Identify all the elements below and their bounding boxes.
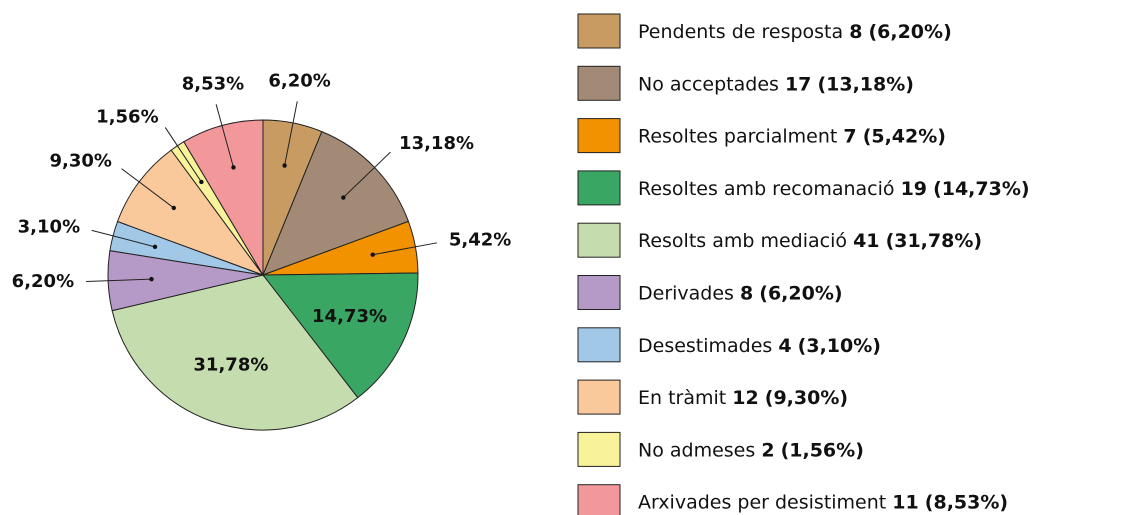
slice-label: 6,20%: [268, 71, 330, 92]
legend-label: Resoltes amb recomanació 19 (14,73%): [638, 177, 1030, 199]
legend-percent: (3,10%): [798, 334, 881, 356]
leader-dot: [341, 195, 346, 200]
slice-label: 6,20%: [12, 271, 74, 292]
leader-dot: [370, 252, 375, 257]
pie-slice: [261, 272, 419, 399]
legend-count: 11: [892, 491, 918, 513]
slice-label: 31,78%: [193, 355, 268, 376]
legend-percent: (31,78%): [886, 230, 983, 252]
legend-swatch: [577, 327, 621, 363]
legend-label: Desestimades 4 (3,10%): [638, 334, 881, 356]
legend-name: No admeses: [638, 439, 755, 461]
leader-dot: [171, 205, 176, 211]
legend-percent: (13,18%): [817, 73, 914, 95]
slice-label: 5,42%: [449, 230, 511, 251]
legend-swatch: [577, 118, 621, 154]
legend-swatch: [577, 170, 621, 206]
legend-name: Resoltes amb recomanació: [638, 177, 895, 199]
legend-name: En tràmit: [638, 387, 726, 409]
legend-percent: (9,30%): [765, 387, 848, 409]
legend-name: Derivades: [638, 282, 734, 304]
legend-percent: (8,53%): [925, 491, 1008, 513]
legend-label: Resolts amb mediació 41 (31,78%): [638, 230, 982, 252]
legend-count: 19: [901, 177, 927, 199]
legend-swatch: [577, 431, 621, 467]
legend-percent: (6,20%): [868, 21, 951, 43]
legend-name: Pendents de resposta: [638, 21, 843, 43]
legend-count: 7: [843, 125, 856, 147]
legend-name: Resolts amb mediació: [638, 230, 847, 252]
leader-dot: [199, 179, 204, 185]
legend-swatch: [577, 484, 621, 515]
slice-label: 9,30%: [49, 150, 111, 171]
leader-dot: [152, 244, 158, 250]
legend-percent: (5,42%): [863, 125, 946, 147]
legend-label: En tràmit 12 (9,30%): [638, 387, 848, 409]
legend-count: 17: [785, 73, 811, 95]
leader-line: [91, 229, 156, 248]
legend-count: 8: [740, 282, 753, 304]
leader-line: [121, 168, 175, 209]
legend-count: 2: [761, 439, 774, 461]
legend-label: No acceptades 17 (13,18%): [638, 73, 914, 95]
leader-line: [215, 104, 234, 168]
legend-label: Arxivades per desistiment 11 (8,53%): [638, 491, 1008, 513]
legend-name: Arxivades per desistiment: [638, 491, 886, 513]
slice-label: 14,73%: [312, 306, 387, 327]
legend-name: Desestimades: [638, 334, 772, 356]
legend-percent: (14,73%): [933, 177, 1030, 199]
slice-label: 8,53%: [182, 74, 244, 95]
leader-dot: [282, 163, 287, 168]
pie-slice: [111, 274, 359, 431]
legend-count: 4: [778, 334, 791, 356]
legend-swatch: [577, 275, 621, 310]
legend-percent: (1,56%): [781, 439, 864, 461]
leader-line: [372, 242, 438, 256]
leader-line: [86, 278, 152, 283]
slice-label: 13,18%: [399, 133, 474, 154]
legend-label: No admeses 2 (1,56%): [638, 439, 864, 461]
legend-name: No acceptades: [638, 73, 779, 95]
legend-count: 41: [853, 230, 879, 252]
slice-label: 3,10%: [18, 216, 80, 237]
legend-count: 12: [732, 387, 758, 409]
legend-label: Derivades 8 (6,20%): [638, 282, 843, 304]
legend-count: 8: [849, 21, 862, 43]
slice-label: 1,56%: [96, 106, 158, 127]
legend-swatch: [577, 65, 621, 101]
legend-swatch: [577, 13, 621, 49]
leader-line: [342, 151, 391, 198]
legend-percent: (6,20%): [759, 282, 842, 304]
leader-line: [164, 127, 202, 183]
legend-swatch: [577, 222, 621, 258]
leader-dot: [149, 276, 154, 282]
leader-dot: [231, 165, 236, 170]
legend-swatch: [577, 379, 621, 415]
leader-line: [284, 101, 298, 166]
legend-name: Resoltes parcialment: [638, 125, 837, 147]
legend-label: Resoltes parcialment 7 (5,42%): [638, 125, 946, 147]
legend-label: Pendents de resposta 8 (6,20%): [638, 21, 952, 43]
